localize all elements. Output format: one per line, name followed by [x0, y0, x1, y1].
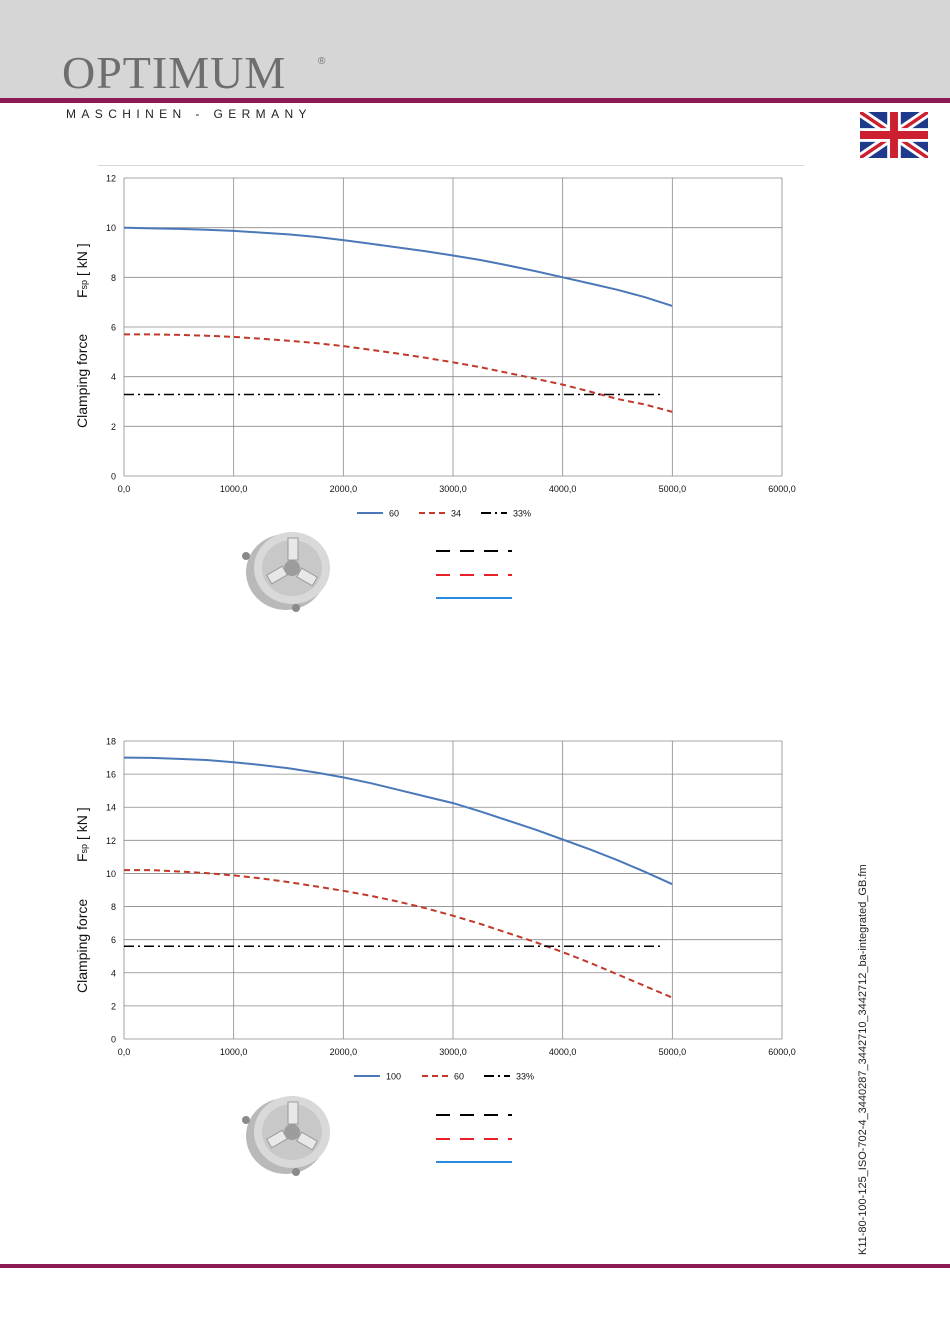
x-tick-label: 2000,0 [330, 484, 358, 494]
series-line-34 [124, 333, 673, 413]
x-tick-label: 5000,0 [659, 484, 687, 494]
x-tick-label: 0,0 [118, 1047, 131, 1057]
chuck-icon [242, 1096, 330, 1176]
y-tick-label: 2 [111, 422, 116, 432]
line-style-key-2 [436, 1114, 512, 1163]
legend-label: 60 [389, 509, 399, 519]
x-tick-label: 3000,0 [439, 1047, 467, 1057]
y-tick-label: 6 [111, 323, 116, 333]
series-line-100 [123, 756, 673, 886]
legend-label: 34 [451, 509, 461, 519]
y-tick-label: 12 [106, 836, 116, 846]
header-band [0, 0, 950, 100]
y-tick-label: 10 [106, 869, 116, 879]
series-line-60 [124, 869, 673, 999]
x-tick-label: 4000,0 [549, 1047, 577, 1057]
x-tick-label: 1000,0 [220, 484, 248, 494]
x-tick-label: 6000,0 [768, 1047, 796, 1057]
y-tick-label: 8 [111, 902, 116, 912]
y-tick-label: 6 [111, 935, 116, 945]
x-tick-label: 4000,0 [549, 484, 577, 494]
y-tick-label: 16 [106, 770, 116, 780]
y-tick-label: 14 [106, 803, 116, 813]
x-tick-label: 5000,0 [659, 1047, 687, 1057]
line-style-key-1 [436, 550, 512, 599]
uk-flag-icon [860, 112, 928, 158]
y-tick-label: 8 [111, 273, 116, 283]
y-tick-label: 10 [106, 223, 116, 233]
file-reference: K11-80-100-125_ISO-702-4_3440287_3442710… [857, 864, 869, 1255]
y-axis-symbol-2: Fsp [ kN ] [74, 807, 90, 862]
registered-mark: ® [318, 56, 326, 67]
brand-logo: OPTIMUM [62, 47, 287, 98]
header-accent-line [0, 98, 950, 103]
x-tick-label: 6000,0 [768, 484, 796, 494]
brand-subtitle: MASCHINEN - GERMANY [66, 107, 312, 121]
legend-label: 60 [454, 1072, 464, 1082]
chuck-icon [242, 532, 330, 612]
legend-label: 33% [513, 509, 531, 519]
series-line-60 [123, 226, 673, 307]
footer-accent-line [0, 1264, 950, 1268]
y-tick-label: 4 [111, 968, 116, 978]
y-axis-label-2: Clamping force [74, 898, 90, 993]
y-tick-label: 0 [111, 1035, 116, 1045]
legend-label: 33% [516, 1072, 534, 1082]
legend-label: 100 [386, 1072, 401, 1082]
x-tick-label: 3000,0 [439, 484, 467, 494]
x-tick-label: 2000,0 [330, 1047, 358, 1057]
clamping-force-chart-2: 0 2 4 6 8 10 12 14 16 18 0,0 1000,0 2000,0 3000,0 4000… [106, 737, 796, 1082]
clamping-force-chart-1: 0 2 4 6 8 10 12 0,0 1000,0 2000,0 3000,0 4000,0 5000… [106, 174, 796, 519]
y-tick-label: 12 [106, 174, 116, 184]
x-tick-label: 1000,0 [220, 1047, 248, 1057]
y-tick-label: 0 [111, 472, 116, 482]
y-tick-label: 2 [111, 1001, 116, 1011]
chart-top-rule [98, 165, 804, 166]
y-tick-label: 18 [106, 737, 116, 747]
x-tick-label: 0,0 [118, 484, 131, 494]
y-tick-label: 4 [111, 372, 116, 382]
